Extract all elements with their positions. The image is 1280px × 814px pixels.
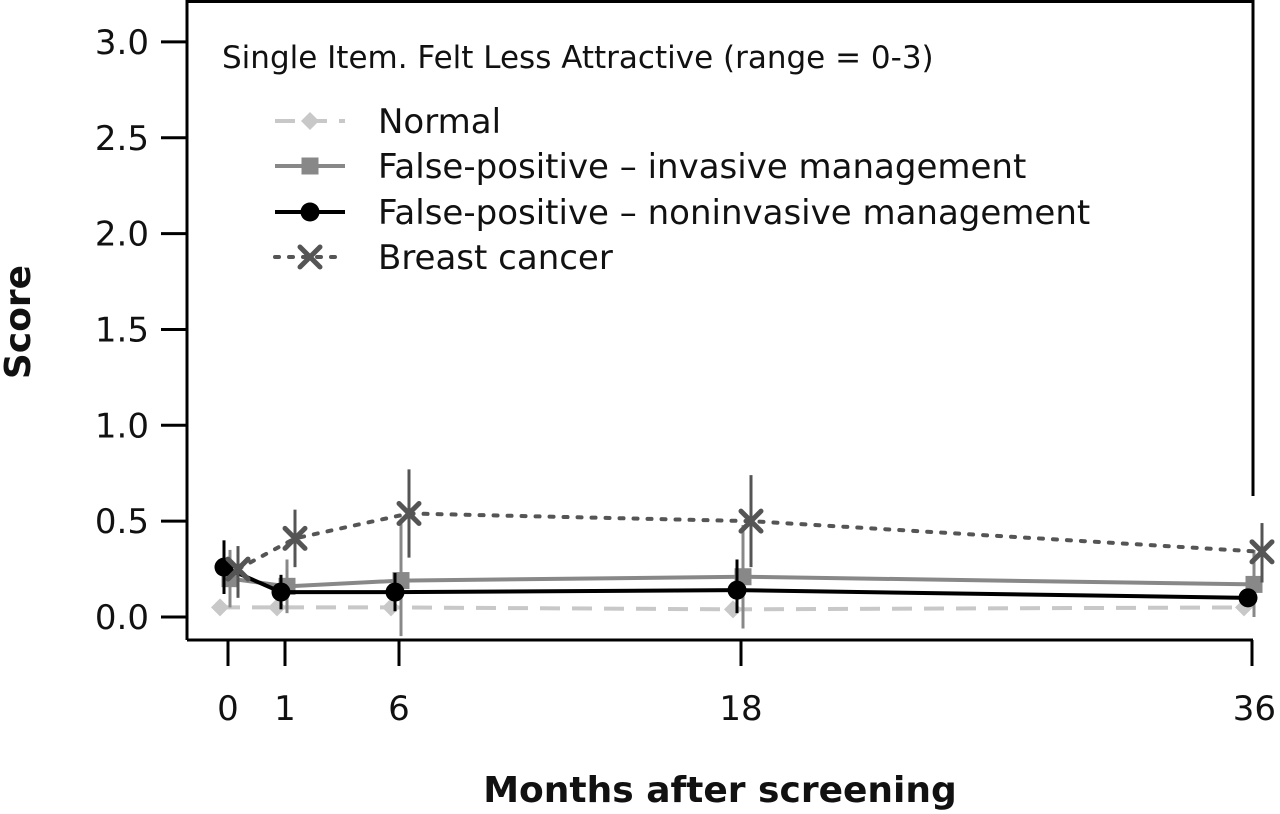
data-point	[396, 500, 422, 526]
legend-item-3: Breast cancer	[273, 238, 613, 278]
y-tick-label: 3.0	[95, 23, 149, 63]
y-tick-label: 2.0	[95, 215, 149, 255]
legend-item-1: False-positive – invasive management	[275, 147, 1026, 187]
y-tick-label: 1.5	[95, 310, 149, 350]
axes: 0.0 0.5 1.0 1.5 2.0 2.5 3.0 0 1 6 18 36	[95, 0, 1276, 729]
y-tick-label: 2.5	[95, 119, 149, 159]
legend-label: False-positive – noninvasive management	[378, 193, 1090, 233]
legend: Normal False-positive – invasive manageme…	[273, 102, 1090, 278]
x-tick-label: 1	[274, 689, 296, 729]
data-point-stroke	[282, 525, 308, 551]
y-tick-label: 0.5	[95, 502, 149, 542]
data-point	[282, 525, 308, 551]
legend-marker	[301, 112, 319, 130]
y-axis-title: Score	[0, 265, 39, 379]
series-0	[211, 598, 1253, 619]
data-point-stroke	[738, 508, 764, 534]
data-point	[738, 508, 764, 534]
y-tick-label: 0.0	[95, 598, 149, 638]
data-point	[211, 598, 229, 617]
x-axis-title: Months after screening	[483, 770, 957, 811]
legend-item-0: Normal	[275, 102, 501, 142]
x-tick-label: 0	[217, 689, 239, 729]
data-point	[724, 600, 742, 619]
data-point	[225, 556, 251, 582]
plot-area	[211, 469, 1275, 637]
data-point-stroke	[1249, 539, 1275, 565]
x-tick-label: 36	[1233, 689, 1276, 729]
data-point	[727, 580, 747, 600]
legend-label: Breast cancer	[378, 238, 613, 278]
series-2	[214, 540, 1258, 614]
data-point-stroke	[225, 556, 251, 582]
legend-label: False-positive – invasive management	[378, 147, 1026, 187]
legend-marker	[301, 157, 319, 175]
data-point	[1238, 588, 1258, 608]
x-tick-label: 18	[719, 689, 762, 729]
series-3	[225, 469, 1275, 598]
data-point	[385, 582, 405, 602]
legend-item-2: False-positive – noninvasive management	[275, 193, 1090, 233]
legend-marker	[300, 202, 320, 222]
legend-marker-stroke	[297, 244, 323, 270]
y-tick-label: 1.0	[95, 406, 149, 446]
legend-label: Normal	[378, 102, 501, 142]
series-1	[221, 521, 1263, 637]
legend-marker	[297, 244, 323, 270]
data-point	[1249, 539, 1275, 565]
data-point	[271, 582, 291, 602]
chart-title: Single Item. Felt Less Attractive (range…	[222, 40, 934, 76]
data-point-stroke	[396, 500, 422, 526]
x-tick-label: 6	[388, 689, 410, 729]
